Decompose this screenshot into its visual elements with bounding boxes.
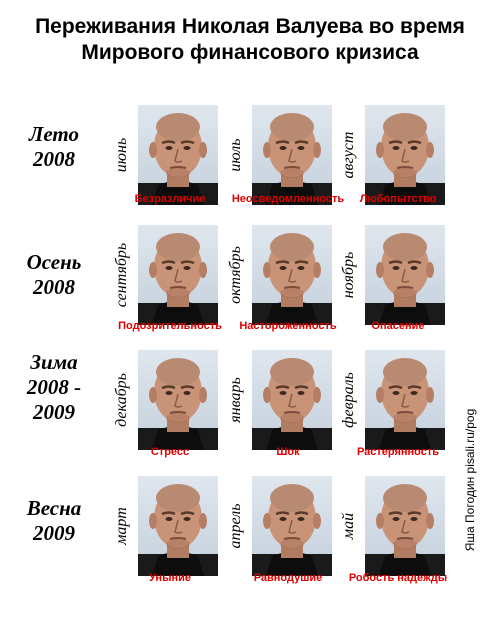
portrait-photo — [365, 105, 445, 205]
face-icon — [138, 358, 218, 450]
month-label-text: январь — [227, 377, 244, 423]
portrait-cell: февраль — [340, 350, 453, 450]
season-year: 2009 — [33, 521, 75, 545]
face-icon — [252, 113, 332, 205]
month-label-text: октябрь — [227, 246, 244, 304]
portrait-photo — [365, 476, 445, 576]
month-label-text: апрель — [227, 503, 244, 549]
portrait-cell: январь — [227, 350, 340, 450]
portrait-photo — [252, 105, 332, 205]
season-name: Весна — [26, 496, 82, 520]
portrait-photo — [365, 350, 445, 450]
emotion-caption: Безразличие — [134, 193, 206, 205]
portrait-photo — [252, 350, 332, 450]
portrait-cell: апрель — [227, 476, 340, 576]
portrait-photo — [252, 476, 332, 576]
month-label-text: май — [340, 512, 357, 540]
month-label-text: август — [340, 131, 357, 179]
emotion-caption: Робость надежды — [348, 572, 448, 584]
month-label-text: сентябрь — [113, 242, 130, 308]
face-icon — [252, 358, 332, 450]
portrait-cell: ноябрь — [340, 225, 453, 325]
season-year: 2008 — [33, 147, 75, 171]
portrait-cell: сентябрь — [113, 225, 226, 325]
portrait-cell: март — [113, 476, 226, 576]
author-credit-text: Яша Погодин pisali.ru/pog — [463, 408, 477, 552]
emotion-caption: Стресс — [150, 446, 190, 458]
emotion-caption: Настороженность — [239, 320, 337, 332]
season-name: Зима — [30, 350, 78, 374]
season-label-autumn: Осень 2008 — [8, 250, 100, 300]
face-icon — [138, 484, 218, 576]
portrait-photo — [252, 225, 332, 325]
emotion-caption: Равнодушие — [253, 572, 323, 584]
face-icon — [138, 113, 218, 205]
portrait-cell: июль — [227, 105, 340, 205]
month-label-text: февраль — [340, 372, 357, 428]
face-icon — [252, 233, 332, 325]
portrait-photo — [138, 225, 218, 325]
season-year: 2008 - — [26, 375, 82, 399]
month-label-text: июль — [227, 138, 244, 172]
month-label-text: июнь — [113, 137, 130, 173]
face-icon — [252, 484, 332, 576]
portrait-cell: декабрь — [113, 350, 226, 450]
face-icon — [365, 358, 445, 450]
season-year-end: 2009 — [33, 400, 75, 424]
month-label-text: март — [113, 507, 130, 545]
season-label-summer: Лето 2008 — [8, 122, 100, 172]
month-label-text: ноябрь — [340, 251, 357, 299]
portrait-cell: июнь — [113, 105, 226, 205]
portrait-photo — [138, 105, 218, 205]
emotion-caption: Любопытство — [359, 193, 437, 205]
emotion-caption: Подозрительность — [118, 320, 222, 332]
title-line-2: Мирового финансового кризиса — [81, 41, 419, 64]
season-label-winter: Зима 2008 - 2009 — [8, 350, 100, 425]
emotion-caption: Шок — [276, 446, 300, 458]
portrait-cell: август — [340, 105, 453, 205]
face-icon — [365, 484, 445, 576]
season-name: Осень — [26, 250, 82, 274]
emotion-caption: Неосведомленность — [231, 193, 345, 205]
portrait-cell: октябрь — [227, 225, 340, 325]
emotion-caption: Уныние — [149, 572, 191, 584]
page-title: Переживания Николая Валуева во время Мир… — [0, 14, 500, 66]
portrait-cell: май — [340, 476, 453, 576]
portrait-photo — [138, 350, 218, 450]
face-icon — [365, 233, 445, 325]
season-name: Лето — [28, 122, 79, 146]
month-label-text: декабрь — [113, 373, 130, 427]
portrait-photo — [365, 225, 445, 325]
emotion-caption: Растерянность — [356, 446, 440, 458]
portrait-photo — [138, 476, 218, 576]
season-label-spring: Весна 2009 — [8, 496, 100, 546]
face-icon — [138, 233, 218, 325]
emotion-caption: Опасение — [371, 320, 425, 332]
title-line-1: Переживания Николая Валуева во время — [35, 15, 465, 38]
face-icon — [365, 113, 445, 205]
season-year: 2008 — [33, 275, 75, 299]
